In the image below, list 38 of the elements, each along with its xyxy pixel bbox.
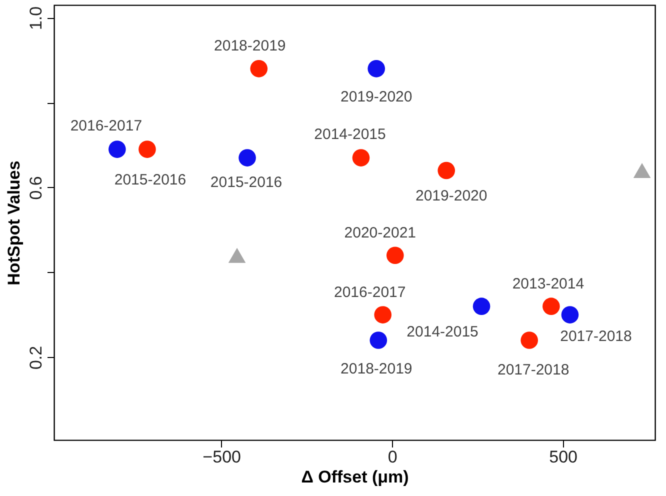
point bbox=[374, 306, 392, 324]
annotation: 2015-2016 bbox=[114, 171, 186, 188]
point bbox=[370, 332, 388, 349]
annotation: 2015-2016 bbox=[210, 174, 282, 191]
annotation: 2014-2015 bbox=[406, 323, 478, 340]
x-tick-label: 0 bbox=[388, 448, 398, 466]
annotation: 2013-2014 bbox=[512, 275, 584, 292]
annotation: 2018-2019 bbox=[214, 38, 286, 55]
point bbox=[138, 140, 156, 158]
x-axis-title: Δ Offset (μm) bbox=[301, 468, 409, 486]
annotation: 2017-2018 bbox=[560, 328, 632, 345]
point bbox=[238, 149, 256, 166]
annotation: 2019-2020 bbox=[415, 188, 488, 205]
annotation: 2014-2015 bbox=[314, 126, 386, 143]
point bbox=[633, 163, 651, 178]
point bbox=[228, 248, 246, 263]
point bbox=[108, 140, 126, 158]
point bbox=[472, 298, 490, 315]
annotation: 2020-2021 bbox=[344, 224, 416, 242]
y-tick-label: 1.0 bbox=[26, 6, 46, 30]
annotation: 2016-2017 bbox=[70, 117, 142, 134]
point bbox=[352, 149, 370, 166]
x-tick-label: −500 bbox=[202, 448, 241, 466]
point bbox=[542, 298, 560, 315]
point bbox=[368, 60, 386, 78]
point bbox=[520, 332, 538, 349]
annotation: 2019-2020 bbox=[340, 88, 412, 106]
point bbox=[438, 162, 456, 180]
x-tick-label: 500 bbox=[549, 448, 578, 466]
point bbox=[386, 246, 404, 264]
y-tick-label: 0.2 bbox=[26, 346, 46, 370]
point bbox=[250, 60, 268, 78]
y-axis-title: HotSpot Values bbox=[4, 160, 24, 286]
y-tick-label: 0.6 bbox=[26, 176, 46, 200]
annotation: 2017-2018 bbox=[497, 361, 570, 378]
annotation: 2016-2017 bbox=[334, 284, 406, 301]
point bbox=[561, 306, 579, 324]
annotation: 2018-2019 bbox=[340, 360, 412, 378]
